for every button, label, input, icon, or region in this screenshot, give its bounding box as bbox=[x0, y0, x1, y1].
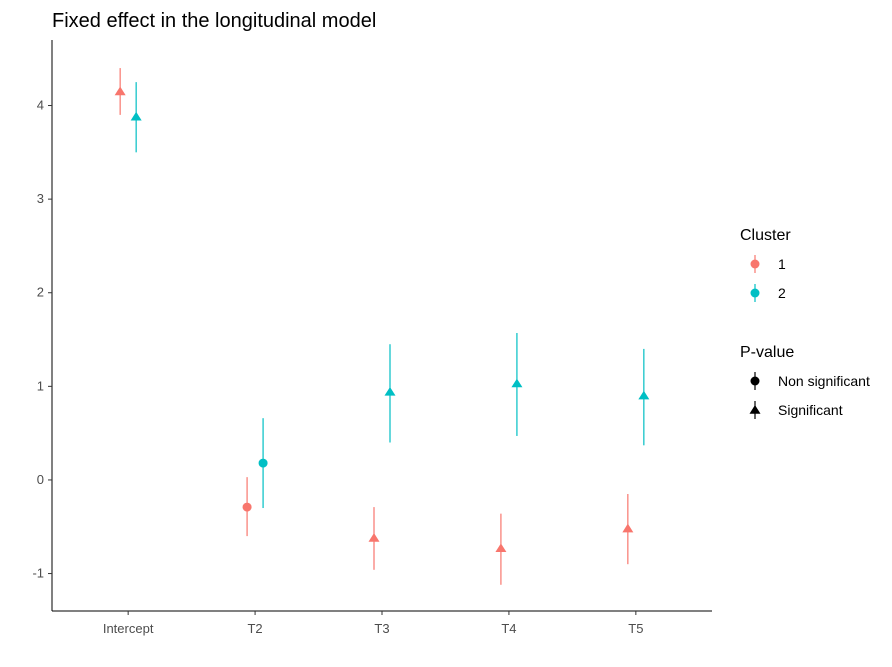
legend-title: P-value bbox=[740, 344, 794, 361]
legend-key-circle bbox=[750, 288, 760, 298]
x-tick-label: T4 bbox=[501, 621, 516, 636]
chart-title: Fixed effect in the longitudinal model bbox=[52, 10, 376, 32]
legend-title: Cluster bbox=[740, 227, 791, 244]
legend-key-circle bbox=[750, 376, 760, 386]
y-tick-label: -1 bbox=[32, 566, 44, 581]
y-tick-label: 3 bbox=[37, 191, 44, 206]
data-point-triangle bbox=[638, 390, 650, 400]
data-point-triangle bbox=[495, 543, 507, 552]
data-point-circle bbox=[258, 458, 268, 468]
x-tick-label: T3 bbox=[374, 621, 389, 636]
legend-key-circle bbox=[750, 259, 760, 269]
legend-label: 1 bbox=[778, 256, 786, 272]
x-tick-label: T5 bbox=[628, 621, 643, 636]
data-point-triangle bbox=[622, 523, 634, 533]
data-point-triangle bbox=[114, 86, 126, 96]
data-marks bbox=[114, 68, 650, 585]
x-tick-label: Intercept bbox=[103, 621, 154, 636]
legend-label: 2 bbox=[778, 285, 786, 301]
data-point-triangle bbox=[384, 387, 396, 396]
y-tick-label: 2 bbox=[37, 285, 44, 300]
data-point-triangle bbox=[130, 111, 142, 121]
x-tick-label: T2 bbox=[247, 621, 262, 636]
legend-label: Non significant bbox=[778, 373, 870, 389]
data-point-triangle bbox=[511, 378, 523, 388]
legend: Cluster 1 2 P-value Non significant Significa… bbox=[740, 227, 870, 419]
y-tick-label: 4 bbox=[37, 98, 44, 113]
data-point-circle bbox=[242, 502, 252, 512]
legend-key-triangle bbox=[749, 405, 761, 414]
axes: -1 0 1 2 3 4 Intercept T2 T3 T4 T5 bbox=[32, 40, 712, 636]
y-tick-label: 0 bbox=[37, 472, 44, 487]
legend-label: Significant bbox=[778, 402, 843, 418]
data-point-triangle bbox=[368, 533, 380, 542]
y-tick-label: 1 bbox=[37, 378, 44, 393]
